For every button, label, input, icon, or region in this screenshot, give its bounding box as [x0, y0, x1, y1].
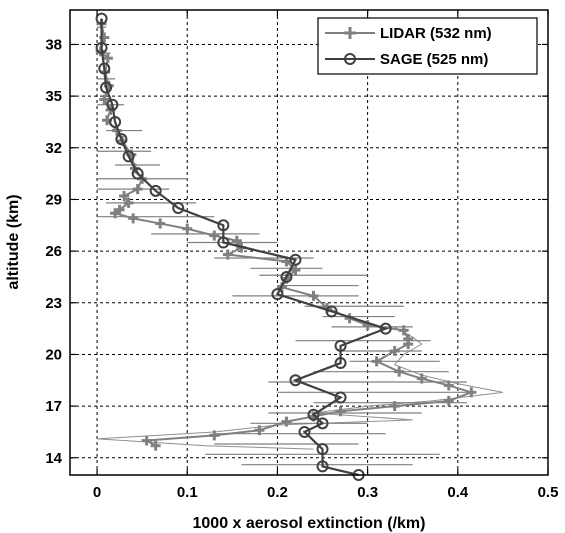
sage-point [95, 41, 108, 54]
lidar-point [389, 401, 400, 412]
sage-point [379, 322, 392, 335]
sage-point [316, 417, 329, 430]
x-axis-ticks: 0 0.1 0.2 0.3 0.4 0.5 [93, 10, 559, 501]
y-axis-ticks: 14 17 20 23 26 29 32 35 38 [45, 36, 548, 467]
sage-point [149, 184, 162, 197]
lidar-point [132, 184, 143, 195]
lidar-point [150, 440, 161, 451]
lidar-point [403, 339, 414, 350]
lidar-point [398, 325, 409, 336]
sage-series [95, 12, 392, 481]
x-tick-label: 0.3 [357, 484, 378, 501]
lidar-point [308, 290, 319, 301]
y-tick-label: 23 [45, 295, 62, 312]
lidar-point [102, 53, 113, 64]
x-tick-label: 0.5 [538, 484, 559, 501]
lidar-point [141, 435, 152, 446]
sage-point [131, 167, 144, 180]
sage-point [298, 425, 311, 438]
sage-point [316, 460, 329, 473]
sage-point [98, 62, 111, 75]
x-tick-label: 0 [93, 484, 101, 501]
sage-point [334, 391, 347, 404]
x-axis-title: 1000 x aerosol extinction (/km) [193, 515, 426, 532]
lidar-point [416, 373, 427, 384]
sage-point [325, 305, 338, 318]
lidar-thin-polyline [97, 326, 503, 450]
lidar-point [119, 191, 130, 201]
sage-point [122, 150, 135, 163]
sage-line [100, 18, 389, 477]
lidar-point [182, 223, 193, 234]
sage-point [217, 236, 230, 249]
lidar-point [209, 230, 220, 241]
lidar-point [222, 249, 233, 260]
gridlines [70, 10, 549, 475]
x-tick-label: 0.1 [177, 484, 198, 501]
sage-point [100, 81, 113, 94]
lidar-point [110, 208, 121, 219]
sage-point [334, 339, 347, 352]
y-tick-label: 17 [45, 398, 62, 415]
y-tick-label: 26 [45, 243, 62, 260]
sage-point [115, 133, 128, 146]
sage-point [109, 115, 122, 128]
lidar-point [231, 235, 242, 246]
lidar-point [443, 395, 454, 406]
y-tick-label: 14 [45, 450, 62, 467]
legend-lidar-label: LIDAR (532 nm) [380, 25, 492, 42]
y-tick-label: 38 [45, 36, 62, 53]
lidar-point [466, 387, 477, 398]
plot-background [70, 10, 548, 475]
lidar-point [123, 197, 134, 208]
y-tick-label: 35 [45, 88, 62, 105]
sage-point [289, 253, 302, 266]
legend: LIDAR (532 nm) SAGE (525 nm) [317, 17, 538, 75]
y-axis-title: altitude (km) [5, 194, 22, 289]
legend-box [317, 17, 538, 75]
sage-point [106, 98, 119, 111]
lidar-point [128, 213, 139, 224]
lidar-point [371, 356, 382, 367]
sage-point [172, 202, 185, 215]
lidar-point [443, 380, 454, 391]
x-tick-label: 0.2 [267, 484, 288, 501]
sage-point [289, 374, 302, 387]
lidar-point [99, 94, 110, 105]
sage-point [316, 443, 329, 456]
x-tick-label: 0.4 [447, 484, 469, 501]
lidar-point [389, 346, 400, 356]
sage-point [217, 219, 230, 232]
y-tick-label: 20 [45, 346, 62, 363]
sage-point [334, 357, 347, 370]
lidar-point [290, 265, 301, 276]
lidar-point [155, 218, 166, 229]
lidar-point [335, 406, 346, 417]
y-tick-label: 29 [45, 191, 62, 208]
lidar-point [281, 416, 292, 427]
lidar-point [209, 430, 220, 441]
legend-sage-label: SAGE (525 nm) [380, 51, 488, 68]
lidar-point [254, 425, 265, 436]
plot-frame [69, 9, 549, 476]
lidar-point [394, 366, 405, 377]
y-tick-label: 32 [45, 140, 62, 157]
sage-point [95, 12, 108, 25]
legend-sage-marker [344, 53, 356, 65]
lidar-thin-line [97, 326, 503, 450]
legend-lidar-marker [344, 27, 356, 39]
sage-point [307, 408, 320, 421]
sage-point [271, 288, 284, 301]
sage-point [280, 270, 293, 283]
